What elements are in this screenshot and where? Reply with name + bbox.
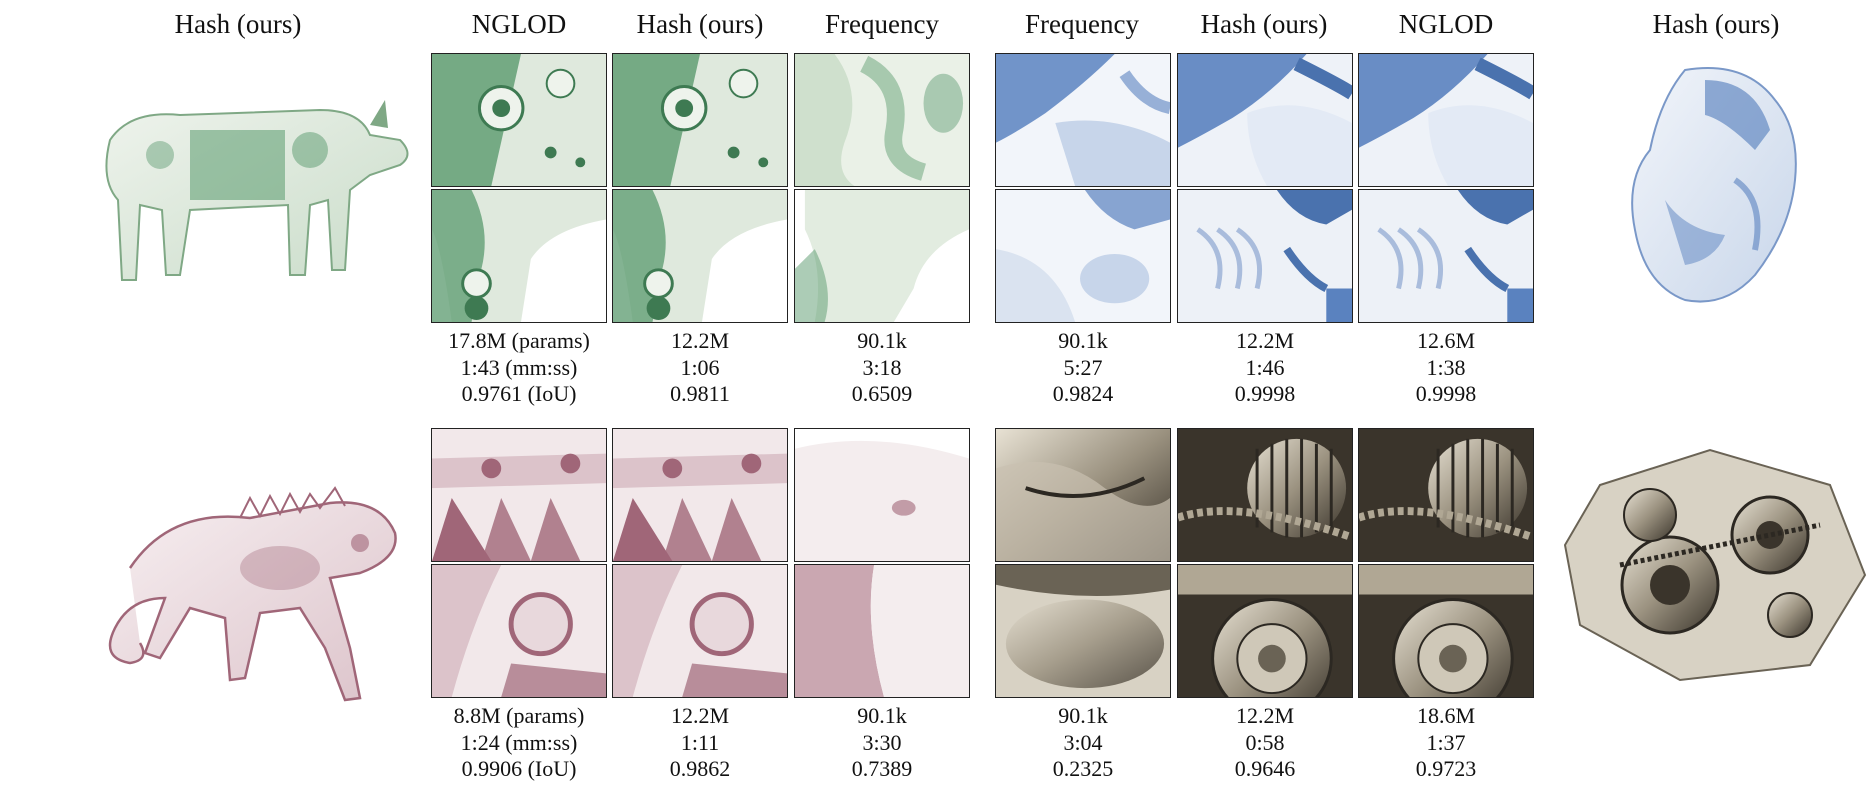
cell-r1-g2-hash-bottom	[1177, 189, 1353, 323]
cell-r1-frequency-top	[794, 53, 970, 187]
cell-r1-g2-nglod-bottom	[1358, 189, 1534, 323]
stat-iou: 0.9723	[1346, 756, 1546, 783]
cell-r2-frequency-bottom	[794, 564, 970, 698]
stats-r1-g1-nglod: 17.8M (params) 1:43 (mm:ss) 0.9761 (IoU)	[419, 328, 619, 408]
cell-r2-g2-nglod-top	[1358, 428, 1534, 562]
stat-iou: 0.2325	[983, 756, 1183, 783]
header-g1-hash: Hash (ours)	[600, 6, 800, 42]
chameleon-render	[60, 448, 420, 718]
stat-time: 3:18	[782, 355, 982, 382]
stat-params: 90.1k	[983, 703, 1183, 730]
cell-r2-hash-top	[612, 428, 788, 562]
header-g1-frequency: Frequency	[782, 6, 982, 42]
stat-params: 12.2M	[600, 703, 800, 730]
cell-r1-g2-nglod-top	[1358, 53, 1534, 187]
stat-time: 0:58	[1165, 730, 1365, 757]
stats-r2-g2-frequency: 90.1k 3:04 0.2325	[983, 703, 1183, 783]
stat-params: 90.1k	[983, 328, 1183, 355]
stat-time: 5:27	[983, 355, 1183, 382]
stats-r2-g2-nglod: 18.6M 1:37 0.9723	[1346, 703, 1546, 783]
cell-r2-g2-nglod-bottom	[1358, 564, 1534, 698]
cell-r1-nglod-top	[431, 53, 607, 187]
stats-r2-g1-hash: 12.2M 1:11 0.9862	[600, 703, 800, 783]
stats-r2-g2-hash: 12.2M 0:58 0.9646	[1165, 703, 1365, 783]
cell-r2-frequency-top	[794, 428, 970, 562]
cell-r1-frequency-bottom	[794, 189, 970, 323]
header-right-hash: Hash (ours)	[1616, 6, 1816, 42]
cell-r2-g2-hash-top	[1177, 428, 1353, 562]
stat-time: 3:04	[983, 730, 1183, 757]
stat-params: 18.6M	[1346, 703, 1546, 730]
stat-iou: 0.9811	[600, 381, 800, 408]
stat-iou: 0.9906 (IoU)	[419, 756, 619, 783]
stat-time: 1:38	[1346, 355, 1546, 382]
cell-r1-g2-frequency-bottom	[995, 189, 1171, 323]
stat-iou: 0.9824	[983, 381, 1183, 408]
cell-r1-hash-bottom	[612, 189, 788, 323]
stat-params: 90.1k	[782, 328, 982, 355]
stat-time: 1:37	[1346, 730, 1546, 757]
stat-time: 3:30	[782, 730, 982, 757]
stat-iou: 0.9646	[1165, 756, 1365, 783]
stats-r1-g1-frequency: 90.1k 3:18 0.6509	[782, 328, 982, 408]
stat-params: 12.2M	[1165, 703, 1365, 730]
stat-params: 90.1k	[782, 703, 982, 730]
stat-params: 12.6M	[1346, 328, 1546, 355]
stat-iou: 0.7389	[782, 756, 982, 783]
stats-r1-g2-nglod: 12.6M 1:38 0.9998	[1346, 328, 1546, 408]
cow-render	[70, 80, 410, 290]
cell-r2-g2-frequency-top	[995, 428, 1171, 562]
cell-r1-g2-hash-top	[1177, 53, 1353, 187]
cell-r2-nglod-bottom	[431, 564, 607, 698]
cell-r1-nglod-bottom	[431, 189, 607, 323]
stats-r1-g1-hash: 12.2M 1:06 0.9811	[600, 328, 800, 408]
stat-iou: 0.9998	[1165, 381, 1365, 408]
stats-r1-g2-frequency: 90.1k 5:27 0.9824	[983, 328, 1183, 408]
stats-r2-g1-nglod: 8.8M (params) 1:24 (mm:ss) 0.9906 (IoU)	[419, 703, 619, 783]
bust-render	[1605, 60, 1820, 310]
gears-render	[1560, 445, 1870, 685]
header-g1-nglod: NGLOD	[419, 6, 619, 42]
stats-r2-g1-frequency: 90.1k 3:30 0.7389	[782, 703, 982, 783]
stat-time: 1:06	[600, 355, 800, 382]
cell-r2-hash-bottom	[612, 564, 788, 698]
stat-iou: 0.9862	[600, 756, 800, 783]
header-g2-hash: Hash (ours)	[1164, 6, 1364, 42]
cell-r1-hash-top	[612, 53, 788, 187]
stat-time: 1:24 (mm:ss)	[419, 730, 619, 757]
stat-time: 1:11	[600, 730, 800, 757]
stats-r1-g2-hash: 12.2M 1:46 0.9998	[1165, 328, 1365, 408]
stat-iou: 0.6509	[782, 381, 982, 408]
header-left-hash: Hash (ours)	[138, 6, 338, 42]
cell-r1-g2-frequency-top	[995, 53, 1171, 187]
header-g2-nglod: NGLOD	[1346, 6, 1546, 42]
cell-r2-nglod-top	[431, 428, 607, 562]
stat-iou: 0.9998	[1346, 381, 1546, 408]
stat-time: 1:46	[1165, 355, 1365, 382]
stat-iou: 0.9761 (IoU)	[419, 381, 619, 408]
stat-params: 12.2M	[600, 328, 800, 355]
cell-r2-g2-hash-bottom	[1177, 564, 1353, 698]
header-g2-frequency: Frequency	[982, 6, 1182, 42]
stat-params: 12.2M	[1165, 328, 1365, 355]
stat-params: 8.8M (params)	[419, 703, 619, 730]
stat-time: 1:43 (mm:ss)	[419, 355, 619, 382]
cell-r2-g2-frequency-bottom	[995, 564, 1171, 698]
stat-params: 17.8M (params)	[419, 328, 619, 355]
